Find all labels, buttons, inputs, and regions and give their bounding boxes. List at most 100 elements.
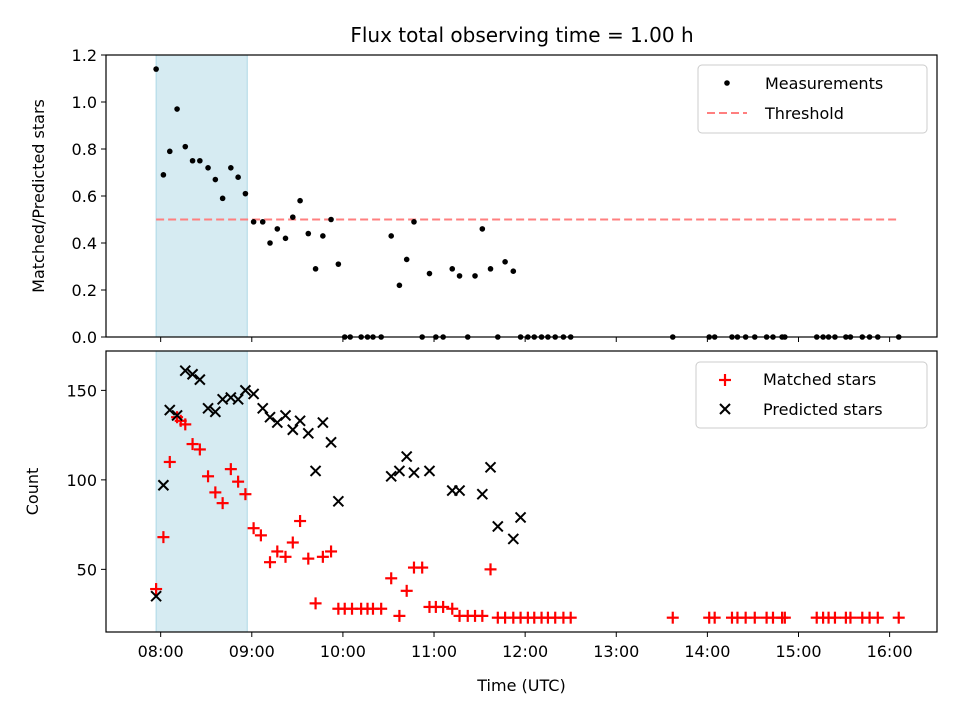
predicted-star-point — [287, 424, 299, 436]
bottom-x-tick-label: 15:00 — [775, 642, 821, 661]
predicted-star-point — [247, 388, 260, 400]
measurement-point — [312, 266, 319, 272]
top-y-tick-label: 1.0 — [72, 93, 97, 112]
measurement-point — [235, 174, 241, 180]
measurement-point — [174, 106, 180, 112]
measurement-point — [250, 219, 257, 225]
predicted-star-point — [257, 402, 269, 414]
predicted-star-point — [492, 520, 504, 533]
bottom-y-tick-label: 100 — [66, 471, 97, 490]
matched-star-point — [892, 611, 905, 624]
measurement-point — [305, 230, 312, 237]
matched-star-point — [254, 529, 267, 542]
measurement-point — [259, 219, 266, 225]
legend-label-matched-stars: Matched stars — [763, 370, 876, 389]
matched-star-point — [871, 611, 884, 624]
predicted-star-point — [194, 373, 206, 386]
predicted-star-point — [171, 409, 183, 422]
top-highlight-span — [155, 54, 248, 338]
bottom-x-tick-label: 13:00 — [593, 642, 639, 661]
matched-star-point — [748, 611, 761, 624]
measurement-point — [472, 273, 478, 279]
top-y-tick-label: 1.2 — [72, 46, 97, 65]
matched-star-point — [186, 438, 199, 451]
bottom-legend-frame — [695, 361, 928, 429]
measurement-point — [267, 240, 273, 246]
measurement-point — [456, 273, 463, 279]
top-chart-title: Flux total observing time = 1.00 h — [350, 23, 693, 47]
top-y-tick-label: 0.0 — [72, 328, 97, 347]
top-x-ticks — [160, 337, 891, 342]
measurement-point — [242, 190, 249, 197]
matched-star-point — [476, 609, 489, 622]
matched-star-point — [209, 486, 222, 499]
predicted-star-point — [294, 415, 306, 427]
top-y-tick-label: 0.6 — [72, 187, 97, 206]
predicted-star-point — [202, 402, 214, 414]
predicted-star-point — [514, 511, 527, 524]
predicted-star-point — [393, 465, 406, 477]
x-axis-label: Time (UTC) — [476, 676, 565, 695]
measurement-point — [411, 219, 417, 225]
measurement-point — [205, 165, 211, 171]
bottom-axes-frame — [105, 350, 938, 633]
top-panel: Flux total observing time = 1.00 h 0.0 0.… — [29, 23, 938, 347]
predicted-star-point — [408, 466, 420, 479]
bottom-x-tick-label: 16:00 — [867, 642, 913, 661]
measurement-point — [153, 66, 159, 72]
measurement-point — [328, 216, 334, 223]
measurement-point — [502, 259, 508, 265]
predicted-star-point — [239, 384, 252, 397]
matched-star-point — [264, 556, 277, 569]
measurement-point — [160, 172, 167, 178]
legend-marker-predicted-stars — [719, 403, 731, 415]
measurement-point — [426, 270, 433, 277]
matched-star-point — [446, 602, 459, 615]
top-y-tick-label: 0.2 — [72, 281, 97, 300]
matched-star-point — [216, 497, 229, 510]
predicted-star-point — [164, 404, 176, 416]
measurement-point — [335, 261, 342, 267]
predicted-star-point — [325, 436, 337, 448]
matched-star-point — [375, 602, 388, 615]
top-y-axis-label: Matched/Predicted stars — [29, 99, 48, 293]
matched-star-point — [708, 611, 721, 624]
matched-star-point — [316, 550, 329, 563]
bottom-x-tick-label: 10:00 — [320, 642, 366, 661]
predicted-star-point — [279, 409, 292, 422]
measurement-point — [388, 233, 395, 239]
legend-marker-measurements — [724, 80, 730, 86]
predicted-star-point — [332, 495, 345, 508]
measurement-point — [510, 268, 517, 275]
predicted-star-point — [157, 479, 170, 491]
predicted-star-point — [209, 406, 222, 418]
measurement-point — [487, 266, 494, 272]
measurement-point — [320, 233, 326, 239]
matched-star-point — [844, 611, 857, 624]
top-y-ticks: 0.0 0.2 0.4 0.6 0.8 1.0 1.2 — [72, 46, 106, 347]
legend-label-predicted-stars: Predicted stars — [763, 400, 883, 419]
predicted-star-point — [453, 484, 466, 497]
matched-star-point — [302, 552, 315, 565]
matched-star-point — [193, 443, 206, 456]
matched-star-point — [309, 597, 322, 610]
matched-star-point — [294, 515, 307, 528]
bottom-legend: Matched stars Predicted stars — [695, 361, 928, 429]
bottom-x-tick-label: 08:00 — [138, 642, 184, 661]
top-y-tick-label: 0.8 — [72, 140, 97, 159]
matched-star-point — [279, 550, 292, 563]
predicted-star-point — [484, 461, 497, 474]
predicted-star-point — [186, 368, 199, 380]
matched-star-point — [778, 611, 791, 624]
matched-star-point — [393, 609, 406, 622]
bottom-y-ticks: 50 100 150 — [66, 381, 106, 579]
measurement-point — [274, 226, 281, 232]
predicted-star-point — [507, 533, 520, 545]
top-legend: Measurements Threshold — [697, 64, 928, 134]
measurement-point — [228, 165, 234, 171]
bottom-y-tick-label: 150 — [66, 381, 97, 400]
predicted-star-point — [309, 465, 322, 477]
measurement-point — [396, 282, 403, 289]
measurement-point — [219, 195, 226, 202]
matched-star-point — [437, 600, 450, 613]
